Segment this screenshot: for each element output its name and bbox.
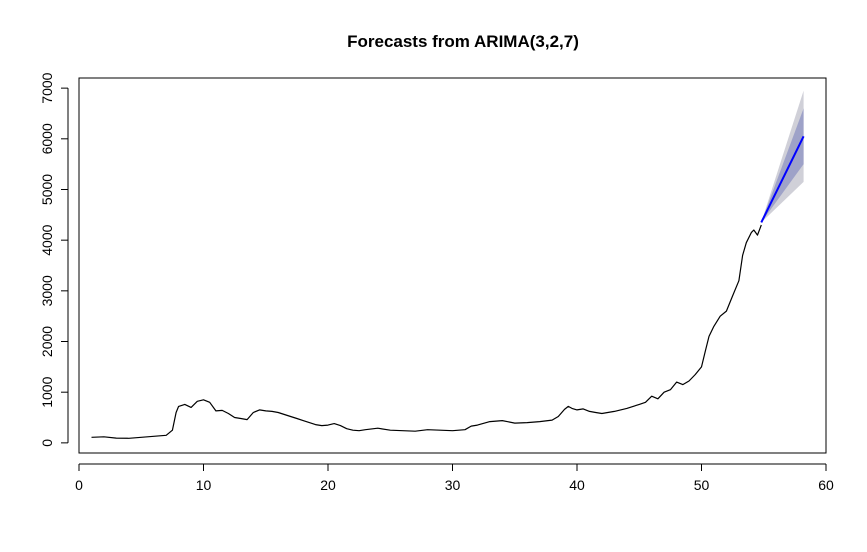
x-tick-label: 20	[320, 477, 336, 493]
y-tick-label: 7000	[39, 72, 55, 103]
y-tick-label: 4000	[39, 224, 55, 255]
x-tick-label: 30	[445, 477, 461, 493]
y-tick-label: 6000	[39, 123, 55, 154]
forecast-intervals	[761, 90, 804, 223]
y-tick-label: 1000	[39, 376, 55, 407]
y-tick-label: 0	[39, 439, 55, 447]
forecast-interval-band-1	[761, 108, 804, 223]
plot-frame	[78, 77, 827, 454]
x-tick-label: 0	[75, 477, 83, 493]
x-axis: 0 10 20 30 40 50 60	[75, 463, 834, 493]
forecast-interval-band-0	[761, 90, 804, 223]
x-tick-label: 50	[694, 477, 710, 493]
y-tick-label: 2000	[39, 326, 55, 357]
series-lines	[91, 135, 805, 439]
x-tick-label: 60	[818, 477, 834, 493]
y-tick-label: 3000	[39, 275, 55, 306]
x-tick-label: 10	[196, 477, 212, 493]
forecast-series-line	[760, 135, 805, 223]
y-tick-label: 5000	[39, 174, 55, 205]
x-tick-label: 40	[569, 477, 585, 493]
observed-series-line	[91, 224, 762, 439]
chart-title: Forecasts from ARIMA(3,2,7)	[347, 32, 579, 51]
y-axis: 0 1000 2000 3000 4000 5000 6000 7000	[39, 72, 69, 447]
